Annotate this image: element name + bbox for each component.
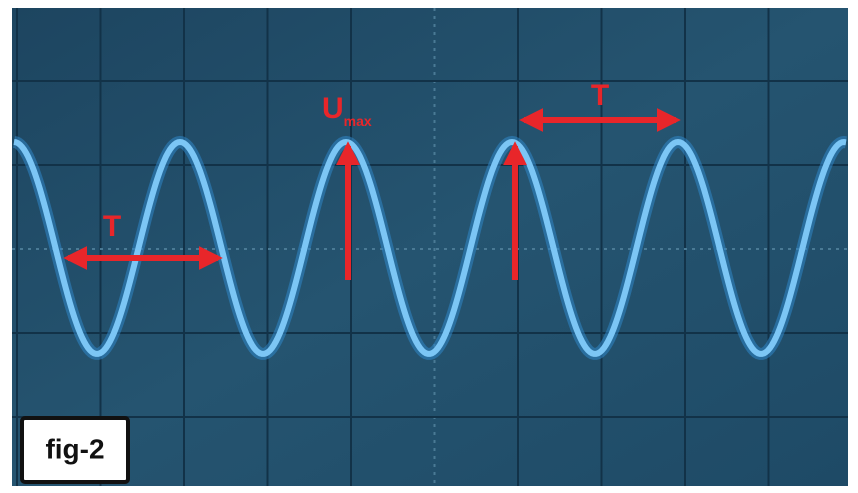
period-label: T: [103, 210, 121, 243]
caption: fig-2: [45, 433, 104, 464]
amplitude-symbol: U: [322, 92, 344, 125]
signal-wave: [13, 138, 847, 357]
amplitude-label: Umax: [322, 92, 372, 129]
period-label: T: [591, 79, 609, 112]
caption-box: [20, 416, 130, 484]
graticule: [12, 8, 848, 486]
amplitude-subscript: max: [344, 113, 372, 129]
